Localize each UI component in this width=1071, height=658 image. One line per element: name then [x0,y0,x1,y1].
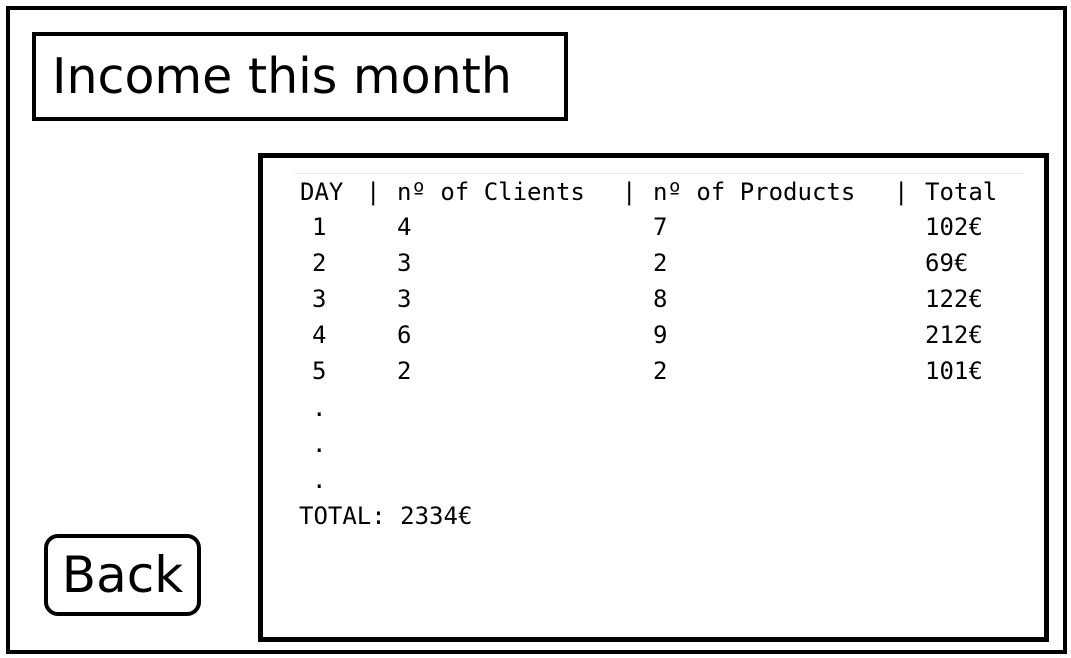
table-body: 1 4 7 102€ 2 3 2 69€ 3 3 8 122€ 4 6 9 21… [294,209,1024,389]
cell-products: 2 [653,357,668,385]
cell-products: 8 [653,285,668,313]
income-table-panel: DAY | nº of Clients | nº of Products | T… [258,153,1049,642]
back-button[interactable]: Back [44,534,201,616]
cell-clients: 2 [397,357,412,385]
continuation-dot: . [312,394,327,422]
cell-total: 102€ [925,213,983,241]
cell-day: 1 [312,213,327,241]
cell-day: 3 [312,285,327,313]
monthly-total: TOTAL: 2334€ [299,502,473,530]
continuation-dot: . [312,466,327,494]
column-header-products: nº of Products [653,178,856,206]
cell-products: 9 [653,321,668,349]
cell-products: 7 [653,213,668,241]
table-row: 5 2 2 101€ [294,353,1024,389]
table-row: 2 3 2 69€ [294,245,1024,281]
column-header-total: Total [925,178,998,206]
cell-day: 4 [312,321,327,349]
cell-clients: 3 [397,285,412,313]
cell-day: 5 [312,357,327,385]
table-row: 3 3 8 122€ [294,281,1024,317]
back-button-label: Back [61,546,184,604]
table-header-row: DAY | nº of Clients | nº of Products | T… [294,173,1024,210]
cell-total: 212€ [925,321,983,349]
column-separator: | [366,178,381,206]
column-header-day: DAY [300,178,344,206]
cell-total: 69€ [925,249,969,277]
column-header-clients: nº of Clients [397,178,585,206]
continuation-ellipsis: . . . [312,390,326,498]
cell-total: 101€ [925,357,983,385]
cell-clients: 4 [397,213,412,241]
cell-clients: 3 [397,249,412,277]
table-row: 4 6 9 212€ [294,317,1024,353]
cell-clients: 6 [397,321,412,349]
cell-day: 2 [312,249,327,277]
page-title: Income this month [52,48,512,105]
column-separator: | [622,178,637,206]
page-title-box: Income this month [32,32,568,121]
table-row: 1 4 7 102€ [294,209,1024,245]
cell-products: 2 [653,249,668,277]
app-window [6,6,1067,654]
column-separator: | [894,178,909,206]
cell-total: 122€ [925,285,983,313]
continuation-dot: . [312,430,327,458]
